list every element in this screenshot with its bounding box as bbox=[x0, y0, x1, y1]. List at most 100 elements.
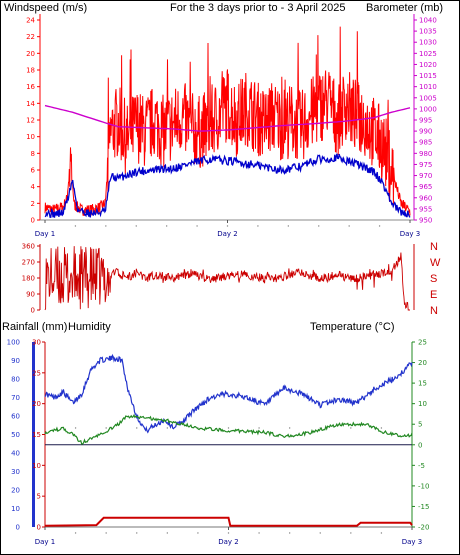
humidity-series-line bbox=[44, 353, 413, 434]
day-label: Day 3 bbox=[402, 538, 423, 546]
hour-marker bbox=[319, 532, 321, 534]
mid-marker bbox=[136, 427, 138, 429]
rainfall-axis-label: Rainfall (mm) bbox=[2, 321, 67, 333]
day-label: Day 2 bbox=[218, 538, 239, 546]
mid-marker bbox=[350, 427, 352, 429]
wind-tick-label: 22 bbox=[26, 33, 35, 41]
rain-tick-label: 25 bbox=[32, 369, 41, 377]
temperature-tick-label: -5 bbox=[418, 462, 425, 470]
mid-marker bbox=[227, 427, 230, 429]
humidity-tick-label: 60 bbox=[11, 413, 20, 421]
wind-tick-label: 2 bbox=[31, 200, 35, 208]
hour-marker bbox=[105, 532, 107, 534]
direction-tick-label: 0 bbox=[31, 307, 35, 315]
wind-average-series-line bbox=[44, 153, 411, 218]
wind-tick-label: 0 bbox=[31, 217, 35, 225]
barometer-tick-label: 995 bbox=[419, 117, 432, 125]
temperature-tick-label: 5 bbox=[418, 421, 422, 429]
hour-marker bbox=[257, 225, 259, 227]
hour-marker bbox=[74, 532, 77, 534]
hour-marker bbox=[226, 225, 229, 227]
hour-marker bbox=[348, 225, 350, 227]
temperature-axis-label: Temperature (°C) bbox=[310, 321, 394, 333]
compass-label: W bbox=[430, 257, 441, 269]
barometer-tick-label: 1000 bbox=[419, 105, 437, 113]
temperature-tick-label: 15 bbox=[418, 380, 427, 388]
hour-marker bbox=[135, 225, 137, 227]
hour-marker bbox=[318, 225, 320, 227]
hour-marker bbox=[136, 532, 138, 534]
rainfall-series-line bbox=[44, 516, 413, 527]
barometer-axis-label: Barometer (mb) bbox=[366, 2, 443, 14]
humidity-tick-label: 100 bbox=[7, 339, 20, 347]
barometer-tick-label: 975 bbox=[419, 161, 432, 169]
humidity-axis-bar bbox=[32, 342, 35, 527]
humidity-tick-label: 30 bbox=[11, 468, 20, 476]
humidity-tick-label: 0 bbox=[16, 524, 20, 532]
hour-marker bbox=[288, 532, 291, 534]
barometer-tick-label: 1015 bbox=[419, 72, 437, 80]
wind-tick-label: 10 bbox=[26, 133, 35, 141]
rain-tick-label: 5 bbox=[37, 493, 41, 501]
mid-marker bbox=[105, 427, 107, 429]
barometer-tick-label: 985 bbox=[419, 139, 432, 147]
day-label: Day 1 bbox=[35, 230, 56, 238]
barometer-tick-label: 950 bbox=[419, 217, 432, 225]
wind-tick-label: 20 bbox=[26, 50, 35, 58]
day-label: Day 1 bbox=[35, 538, 56, 546]
humidity-axis-label: Humidity bbox=[68, 321, 111, 333]
temperature-tick-label: 0 bbox=[418, 441, 422, 449]
mid-marker bbox=[380, 427, 383, 429]
hour-marker bbox=[196, 225, 198, 227]
hour-marker bbox=[166, 532, 169, 534]
rain-tick-label: 30 bbox=[32, 339, 41, 347]
barometer-tick-label: 1020 bbox=[419, 61, 437, 69]
rain-tick-label: 0 bbox=[37, 524, 41, 532]
temperature-tick-label: 10 bbox=[418, 400, 427, 408]
temperature-tick-label: 25 bbox=[418, 339, 427, 347]
compass-label: N bbox=[430, 305, 438, 317]
barometer-tick-label: 960 bbox=[419, 194, 432, 202]
rain-tick-label: 20 bbox=[32, 400, 41, 408]
mid-marker bbox=[258, 427, 260, 429]
day-label: Day 2 bbox=[217, 230, 238, 238]
hour-marker bbox=[380, 532, 383, 534]
compass-label: E bbox=[430, 289, 437, 301]
period-label: For the 3 days prior to - 3 April 2025 bbox=[170, 2, 345, 14]
temperature-series-line bbox=[44, 413, 413, 445]
wind-tick-label: 18 bbox=[26, 67, 35, 75]
barometer-tick-label: 965 bbox=[419, 183, 432, 191]
day-label: Day 3 bbox=[400, 230, 421, 238]
barometer-tick-label: 1010 bbox=[419, 83, 437, 91]
barometer-tick-label: 1035 bbox=[419, 28, 437, 36]
hour-marker bbox=[350, 532, 352, 534]
hour-marker bbox=[258, 532, 260, 534]
hour-marker bbox=[105, 225, 107, 227]
wind-tick-label: 4 bbox=[31, 183, 36, 191]
wind-tick-label: 6 bbox=[31, 167, 36, 175]
humidity-tick-label: 70 bbox=[11, 394, 20, 402]
hour-marker bbox=[227, 532, 230, 534]
direction-tick-label: 270 bbox=[22, 259, 35, 267]
direction-tick-label: 180 bbox=[22, 275, 35, 283]
wind-tick-label: 24 bbox=[26, 17, 35, 25]
rain-humidity-temperature-panel: 0102030405060708090100051015202530-20-15… bbox=[7, 339, 430, 547]
mid-marker bbox=[166, 427, 169, 429]
temperature-tick-label: 20 bbox=[418, 359, 427, 367]
temperature-tick-label: -15 bbox=[418, 503, 429, 511]
direction-tick-label: 90 bbox=[26, 291, 35, 299]
humidity-tick-label: 10 bbox=[11, 505, 20, 513]
compass-label: S bbox=[430, 273, 437, 285]
windspeed-axis-label: Windspeed (m/s) bbox=[4, 2, 87, 14]
wind-tick-label: 14 bbox=[26, 100, 35, 108]
barometer-series-line bbox=[44, 104, 411, 132]
barometer-tick-label: 955 bbox=[419, 205, 432, 213]
temperature-tick-label: -20 bbox=[418, 524, 429, 532]
humidity-tick-label: 20 bbox=[11, 487, 20, 495]
windspeed-series-line bbox=[44, 26, 411, 217]
wind-barometer-panel: 0246810121416182022249509559609659709759… bbox=[26, 14, 437, 238]
humidity-tick-label: 50 bbox=[11, 431, 20, 439]
humidity-tick-label: 80 bbox=[11, 376, 20, 384]
